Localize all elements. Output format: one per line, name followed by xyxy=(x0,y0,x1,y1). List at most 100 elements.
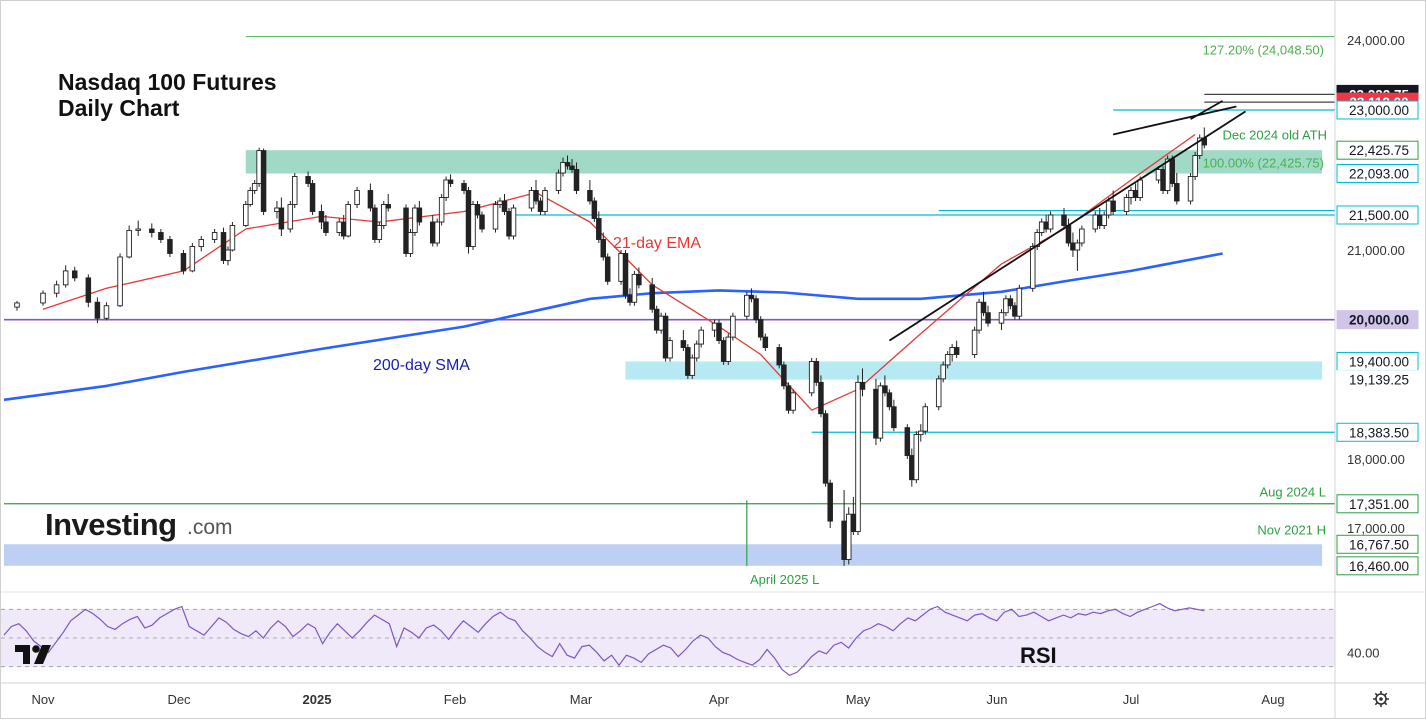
x-tick-Jul: Jul xyxy=(1123,692,1140,707)
price-label-9: 19,139.25 xyxy=(1336,370,1419,390)
svg-text:22,425.75: 22,425.75 xyxy=(1349,143,1409,158)
candle xyxy=(653,305,660,334)
candle xyxy=(323,215,329,236)
candle xyxy=(913,431,920,484)
candle xyxy=(790,389,796,414)
candle xyxy=(569,159,575,173)
candle xyxy=(662,312,669,362)
candle xyxy=(278,197,285,236)
candle xyxy=(877,382,884,442)
candle xyxy=(260,148,267,215)
candle xyxy=(14,300,20,311)
investing-logo: Investing .com xyxy=(45,507,233,542)
candle xyxy=(416,201,423,226)
candle xyxy=(753,295,759,324)
candle xyxy=(689,354,696,379)
candle xyxy=(537,197,544,215)
annotation-2: 100.00% (22,425.75) xyxy=(1203,156,1324,171)
annotation-3: 21-day EMA xyxy=(613,235,701,252)
candle xyxy=(998,309,1005,331)
candle xyxy=(785,382,792,414)
candle xyxy=(555,169,562,194)
candle xyxy=(40,290,46,306)
candle xyxy=(940,361,946,383)
candle xyxy=(822,410,829,487)
candle xyxy=(180,250,187,275)
trendline-1 xyxy=(1112,105,1237,136)
price-label-10: 18,383.50 xyxy=(1336,422,1419,442)
candle xyxy=(985,305,991,327)
candle xyxy=(229,222,236,252)
candle xyxy=(403,204,409,257)
candle xyxy=(748,288,755,303)
price-label-2: 23,000.00 xyxy=(1336,100,1419,120)
candle xyxy=(980,291,987,317)
x-tick-Jun: Jun xyxy=(987,692,1008,707)
candle xyxy=(1192,152,1198,180)
candle xyxy=(542,187,548,215)
candle xyxy=(1007,295,1014,310)
zone-1 xyxy=(625,361,1323,380)
candle xyxy=(818,375,824,418)
candle xyxy=(627,288,633,306)
logo-main: Investing xyxy=(45,507,177,542)
candle xyxy=(845,507,852,565)
candle xyxy=(291,173,298,208)
candle xyxy=(1079,225,1085,247)
candle xyxy=(497,197,503,208)
candle xyxy=(247,187,253,207)
candle xyxy=(855,375,861,535)
candle xyxy=(716,319,722,345)
candle xyxy=(94,297,101,324)
candle xyxy=(372,204,378,243)
candle xyxy=(600,232,607,261)
price-label-6: 21,500.00 xyxy=(1336,205,1419,225)
candle xyxy=(1196,134,1203,159)
candle xyxy=(882,375,888,397)
candle xyxy=(533,180,539,205)
candle xyxy=(376,222,383,243)
tradingview-logo-icon xyxy=(15,645,51,664)
candle xyxy=(720,337,727,365)
candle xyxy=(309,180,316,215)
candle xyxy=(274,201,280,219)
candle xyxy=(813,357,820,386)
candle xyxy=(918,424,924,442)
svg-text:22,093.00: 22,093.00 xyxy=(1349,166,1409,181)
svg-text:18,383.50: 18,383.50 xyxy=(1349,425,1409,440)
candle xyxy=(501,194,508,215)
candle xyxy=(596,211,602,243)
candle xyxy=(407,229,414,257)
price-label-12: 16,767.50 xyxy=(1336,534,1419,554)
candle xyxy=(604,253,611,285)
candle xyxy=(886,389,893,411)
candle xyxy=(470,201,476,250)
candle xyxy=(438,194,445,226)
svg-text:21,500.00: 21,500.00 xyxy=(1349,208,1409,223)
sma-200-line xyxy=(3,252,1223,402)
x-tick-Dec: Dec xyxy=(167,692,191,707)
zone-0 xyxy=(245,150,1323,174)
gear-icon[interactable] xyxy=(1373,691,1389,707)
candle xyxy=(909,448,915,487)
candle xyxy=(667,337,673,362)
candle xyxy=(211,229,218,243)
candle xyxy=(256,147,262,187)
logo-suffix: .com xyxy=(187,516,233,539)
candle xyxy=(873,378,879,446)
candle xyxy=(412,204,418,236)
x-tick-Feb: Feb xyxy=(444,692,466,707)
candle xyxy=(158,229,164,243)
candle xyxy=(354,187,360,208)
candle xyxy=(1016,284,1023,320)
candle xyxy=(1070,232,1076,257)
candle xyxy=(385,194,391,212)
chart-title-line2: Daily Chart xyxy=(58,95,180,121)
svg-text:19,400.00: 19,400.00 xyxy=(1349,354,1409,369)
candle xyxy=(135,220,141,236)
candle xyxy=(474,201,481,219)
candle xyxy=(465,187,472,254)
x-tick-Aug: Aug xyxy=(1261,692,1284,707)
annotation-4: 200-day SMA xyxy=(373,357,470,374)
candle xyxy=(225,246,231,266)
